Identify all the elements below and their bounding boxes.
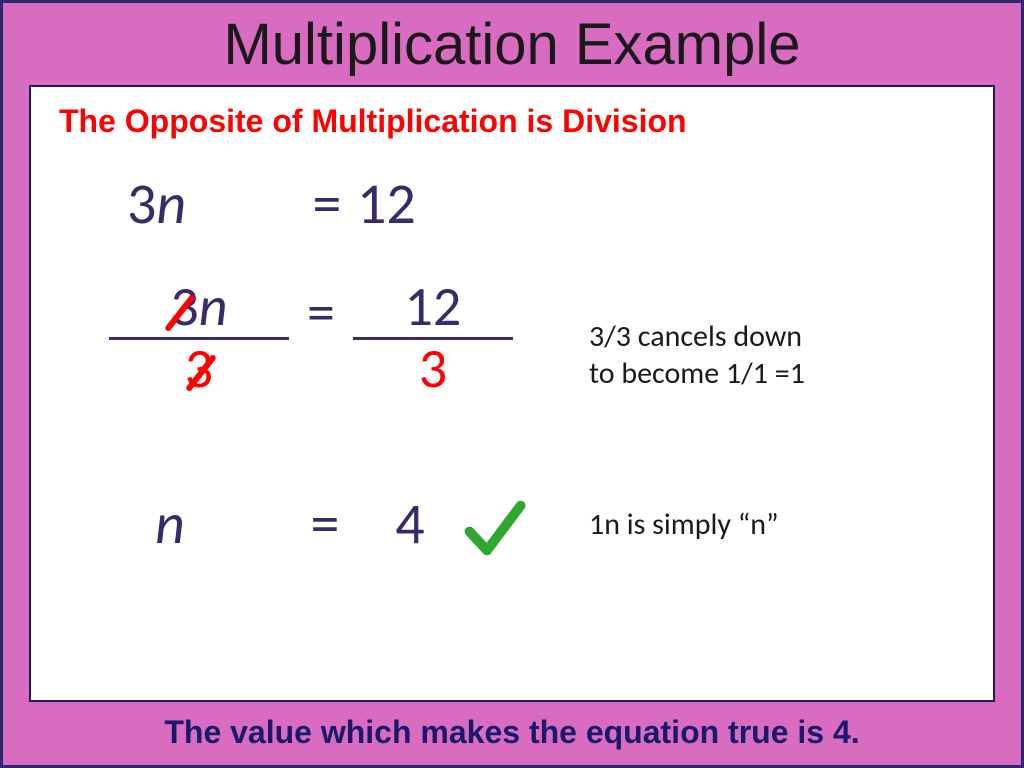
subtitle: The Opposite of Multiplication is Divisi… bbox=[59, 103, 965, 140]
eq1-var: n bbox=[156, 168, 186, 239]
math-area: 3n = 12 3n 3 = bbox=[59, 168, 965, 598]
note-1: 3/3 cancels down to become 1/1 =1 bbox=[589, 318, 969, 393]
eq2-right-fraction: 12 3 bbox=[353, 278, 513, 399]
note1-line1: 3/3 cancels down bbox=[589, 318, 802, 355]
eq2-right-denominator: 3 bbox=[411, 340, 455, 399]
eq2-left-fraction: 3n 3 bbox=[109, 278, 289, 399]
eq2-equals: = bbox=[307, 279, 335, 347]
eq3-equals: = bbox=[295, 488, 355, 559]
note1-line2: to become 1/1 =1 bbox=[589, 355, 805, 392]
footer-text: The value which makes the equation true … bbox=[29, 714, 995, 751]
eq1-coef: 3 bbox=[127, 168, 156, 239]
eq3-rhs: 4 bbox=[355, 488, 465, 559]
eq2-left-num-var: n bbox=[199, 273, 228, 341]
equation-2: 3n 3 = 12 3 bbox=[109, 278, 513, 399]
content-panel: The Opposite of Multiplication is Divisi… bbox=[29, 85, 995, 702]
equation-1: 3n = 12 bbox=[127, 168, 477, 239]
eq1-equals: = bbox=[297, 168, 357, 239]
slide-title: Multiplication Example bbox=[223, 13, 800, 77]
check-icon bbox=[459, 493, 529, 568]
slide-frame: Multiplication Example The Opposite of M… bbox=[0, 0, 1024, 768]
eq2-right-numerator: 12 bbox=[389, 278, 478, 337]
eq3-lhs: n bbox=[155, 488, 295, 559]
eq1-rhs: 12 bbox=[357, 168, 477, 239]
eq2-left-numerator: 3n bbox=[154, 278, 243, 337]
eq2-left-denominator: 3 bbox=[177, 340, 221, 399]
equation-3: n = 4 bbox=[155, 488, 465, 559]
note-2: 1n is simply “n” bbox=[589, 506, 969, 544]
eq1-lhs: 3n bbox=[127, 168, 297, 239]
